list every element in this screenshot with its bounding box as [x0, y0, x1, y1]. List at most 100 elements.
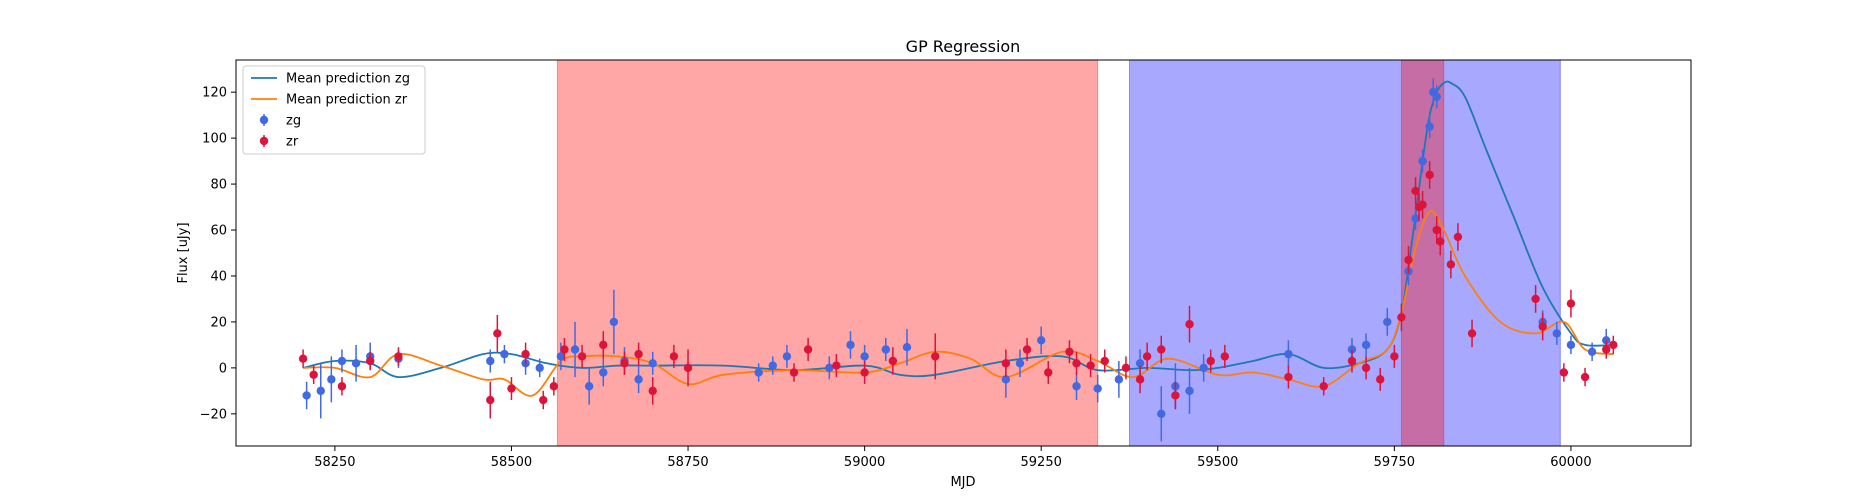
data-point-2-3 [337, 356, 347, 366]
data-point-3-43 [1361, 363, 1371, 373]
data-point-2-8 [500, 349, 509, 359]
data-point-3-35 [1157, 345, 1166, 354]
y-tick-label-4: 60 [210, 224, 227, 239]
data-point-3-41 [1319, 382, 1328, 391]
data-point-3-3 [365, 356, 375, 366]
data-point-2-29 [1036, 336, 1046, 345]
legend-label-0: Mean prediction zg [286, 72, 410, 87]
data-point-3-61 [1580, 372, 1590, 382]
data-point-3-34 [1142, 352, 1152, 361]
data-point-3-45 [1390, 352, 1399, 361]
data-point-2-31 [1093, 384, 1102, 393]
data-point-3-56 [1467, 329, 1477, 338]
data-point-2-45 [1425, 122, 1434, 131]
data-point-3-7 [507, 384, 516, 393]
data-point-2-10 [535, 363, 544, 373]
data-point-3-15 [634, 349, 643, 359]
axes: 58250 58500 58750 59000 59250 59500 59750 60000… [200, 59, 1692, 470]
y-tick-label-6: 100 [202, 132, 227, 147]
y-axis-label: Flux [uJy] [176, 222, 191, 283]
data-point-2-40 [1361, 340, 1371, 350]
data-point-2-14 [599, 368, 608, 377]
data-point-2-24 [860, 352, 869, 361]
data-point-3-28 [1065, 347, 1074, 356]
data-point-2-11 [556, 352, 566, 361]
data-point-2-36 [1185, 386, 1194, 396]
x-tick-label-4: 59250 [1021, 455, 1062, 470]
data-point-3-51 [1425, 170, 1434, 180]
data-point-3-58 [1538, 322, 1547, 331]
data-point-3-55 [1453, 232, 1463, 242]
data-point-3-26 [1022, 345, 1032, 354]
data-point-3-0 [298, 354, 308, 363]
data-point-2-27 [1001, 375, 1011, 384]
data-point-2-44 [1418, 156, 1427, 166]
legend-box [242, 65, 426, 155]
data-point-3-12 [577, 352, 587, 361]
data-point-3-10 [549, 382, 559, 391]
span-fill-1 [1129, 60, 1561, 446]
x-tick-label-7: 60000 [1550, 455, 1591, 470]
y-tick-label-2: 20 [210, 315, 227, 330]
data-point-3-36 [1171, 391, 1180, 400]
legend-label-3: zr [286, 135, 299, 150]
data-point-3-59 [1559, 368, 1569, 377]
highlight-spans [556, 60, 1561, 446]
data-point-2-2 [327, 375, 336, 384]
data-point-3-57 [1531, 294, 1540, 304]
data-point-3-60 [1566, 299, 1576, 308]
data-point-2-7 [486, 356, 495, 366]
data-point-3-17 [669, 352, 679, 361]
data-point-3-5 [486, 395, 495, 405]
data-point-3-30 [1086, 361, 1095, 370]
data-point-2-43 [1411, 214, 1420, 223]
x-tick-label-0: 58250 [314, 455, 355, 470]
data-point-2-37 [1199, 363, 1208, 373]
data-point-3-9 [539, 395, 548, 405]
data-point-2-20 [768, 361, 777, 370]
data-point-3-38 [1206, 356, 1215, 366]
data-point-3-33 [1135, 375, 1145, 384]
data-point-3-11 [560, 345, 569, 354]
data-point-2-12 [570, 345, 580, 354]
data-point-2-21 [782, 352, 792, 361]
data-point-3-14 [620, 359, 629, 368]
data-point-3-18 [683, 363, 693, 373]
data-point-3-21 [832, 361, 841, 370]
data-point-3-1 [309, 370, 318, 379]
data-point-2-1 [316, 386, 325, 396]
x-tick-label-2: 58750 [667, 455, 708, 470]
y-tick-label-0: −20 [200, 407, 227, 422]
legend-label-2: zg [286, 114, 301, 129]
legend-swatch-3 [259, 136, 269, 146]
x-tick-label-6: 59750 [1374, 455, 1415, 470]
data-point-3-50 [1418, 200, 1427, 209]
x-tick-label-5: 59500 [1197, 455, 1238, 470]
data-point-3-24 [931, 352, 940, 361]
x-axis-label: MJD [950, 475, 975, 490]
legend-label-1: Mean prediction zr [286, 93, 408, 108]
data-point-3-53 [1436, 237, 1445, 246]
data-point-3-8 [521, 349, 530, 359]
data-point-2-23 [846, 340, 855, 350]
y-tick-label-5: 80 [210, 178, 227, 193]
data-point-3-62 [1602, 345, 1611, 354]
data-point-3-47 [1404, 255, 1413, 265]
data-point-3-13 [599, 340, 608, 350]
data-point-2-41 [1383, 317, 1392, 327]
legend-swatch-2 [259, 115, 269, 125]
data-point-2-34 [1157, 409, 1166, 419]
legend: Mean prediction zg Mean prediction zr zg zr [242, 65, 426, 155]
y-tick-label-3: 40 [210, 269, 227, 284]
chart-title: GP Regression [906, 37, 1021, 56]
data-point-2-25 [881, 345, 891, 354]
data-point-2-22 [825, 363, 834, 373]
data-point-2-49 [1552, 329, 1562, 338]
data-point-2-47 [1432, 92, 1441, 101]
flux-observations [298, 78, 1618, 442]
data-point-2-4 [351, 359, 361, 368]
data-point-3-52 [1432, 225, 1441, 235]
data-point-3-23 [888, 356, 898, 366]
data-point-3-40 [1284, 372, 1293, 382]
